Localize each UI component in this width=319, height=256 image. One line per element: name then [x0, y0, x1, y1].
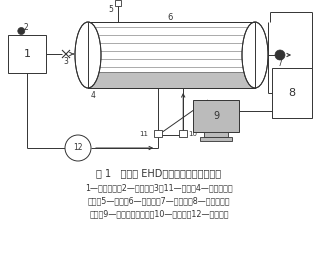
Text: 9: 9 [213, 111, 219, 121]
Bar [272, 68, 312, 118]
Text: 4: 4 [91, 91, 95, 100]
Bar [115, 0, 121, 6]
Text: 10: 10 [188, 131, 197, 137]
Ellipse shape [242, 23, 268, 88]
Bar [88, 22, 255, 88]
Bar [200, 137, 232, 141]
Text: 管束；5—电极；6—换热器；7—疏水阀；8—高压静电发: 管束；5—电极；6—换热器；7—疏水阀；8—高压静电发 [88, 197, 230, 206]
Text: 11: 11 [139, 131, 148, 137]
Ellipse shape [242, 22, 268, 88]
Circle shape [275, 50, 285, 60]
Bar [88, 72, 255, 88]
Text: 生器；9—计算机采集系统；10—流量计；12—漩涡气泵: 生器；9—计算机采集系统；10—流量计；12—漩涡气泵 [89, 209, 229, 219]
Text: 3: 3 [63, 58, 69, 67]
Text: 6: 6 [167, 14, 173, 23]
Text: 图 1   换热器 EHD强化空气对流传热系统: 图 1 换热器 EHD强化空气对流传热系统 [96, 168, 222, 178]
Text: 1: 1 [24, 49, 31, 59]
Text: 8: 8 [288, 88, 296, 98]
Text: 1—蔭汽锅炉；2—安全阀；3、11—闸阀；4—换热器内管: 1—蔭汽锅炉；2—安全阀；3、11—闸阀；4—换热器内管 [85, 184, 233, 193]
Text: 12: 12 [73, 144, 83, 153]
Bar [179, 130, 187, 137]
Text: 2: 2 [24, 23, 29, 31]
Bar [8, 35, 46, 73]
Circle shape [65, 135, 91, 161]
Bar [154, 130, 162, 137]
Ellipse shape [76, 23, 100, 88]
Bar [88, 22, 255, 88]
Text: 7: 7 [278, 59, 282, 69]
Text: 5: 5 [108, 5, 114, 15]
Circle shape [18, 27, 25, 35]
Bar [193, 100, 239, 132]
Bar [204, 132, 228, 137]
Ellipse shape [75, 22, 101, 88]
